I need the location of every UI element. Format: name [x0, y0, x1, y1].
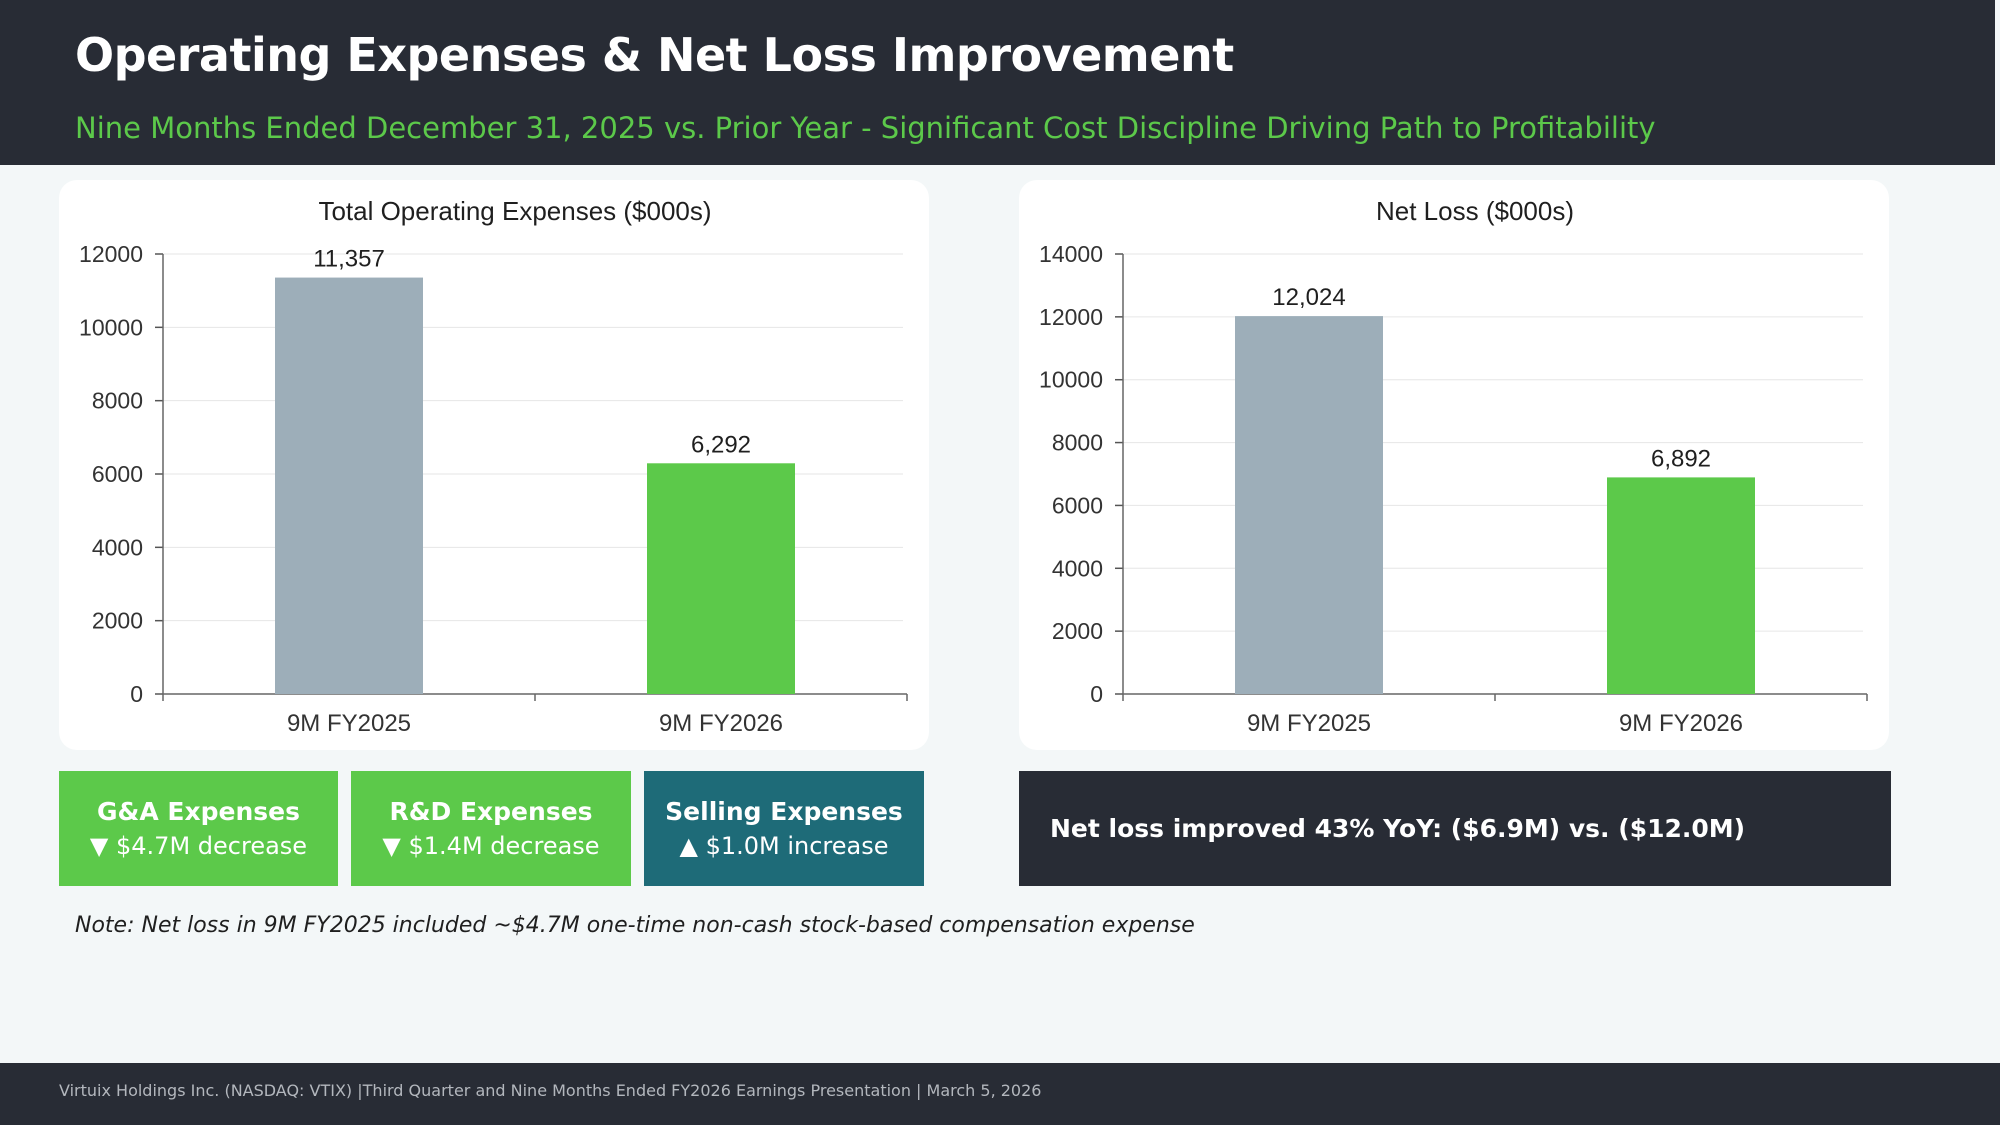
- footer-bar: Virtuix Holdings Inc. (NASDAQ: VTIX) |Th…: [0, 1063, 2000, 1125]
- y-tick-label: 2000: [1052, 618, 1103, 644]
- x-tick-label: 9M FY2025: [287, 710, 411, 737]
- x-tick-label: 9M FY2025: [1247, 710, 1371, 737]
- bar: [1235, 316, 1383, 694]
- opex-bar-chart: Total Operating Expenses ($000s) 0 2000 400…: [79, 196, 908, 737]
- ga-expenses-change: ▼ $4.7M decrease: [89, 831, 308, 860]
- y-tick-label: 6000: [92, 461, 143, 487]
- rd-expenses-box: R&D Expenses ▼ $1.4M decrease: [351, 771, 631, 886]
- x-tick-label: 9M FY2026: [1619, 710, 1743, 737]
- y-tick-label: 14000: [1039, 241, 1103, 267]
- footer-text: Virtuix Holdings Inc. (NASDAQ: VTIX) |Th…: [59, 1081, 1042, 1100]
- bar-value-label: 6,292: [691, 431, 751, 458]
- y-tick-label: 0: [130, 681, 143, 707]
- y-tick-label: 12000: [1039, 304, 1103, 330]
- selling-expenses-change: ▲ $1.0M increase: [679, 831, 889, 860]
- page-title: Operating Expenses & Net Loss Improvemen…: [75, 28, 1234, 82]
- rd-expenses-label: R&D Expenses: [389, 796, 593, 826]
- rd-expenses-change: ▼ $1.4M decrease: [382, 831, 600, 860]
- bar: [1607, 477, 1755, 694]
- y-tick-label: 6000: [1052, 492, 1103, 518]
- footnote: Note: Net loss in 9M FY2025 included ~$4…: [75, 913, 1195, 938]
- x-tick-label: 9M FY2026: [659, 710, 783, 737]
- y-tick-label: 4000: [1052, 555, 1103, 581]
- y-tick-label: 10000: [79, 314, 143, 340]
- net-loss-callout-text: Net loss improved 43% YoY: ($6.9M) vs. (…: [1050, 814, 1746, 843]
- bar-value-label: 12,024: [1272, 284, 1345, 311]
- y-tick-label: 2000: [92, 608, 143, 634]
- chart-title: Net Loss ($000s): [1376, 196, 1574, 226]
- opex-chart-card: Total Operating Expenses ($000s) 0 2000 400…: [59, 180, 929, 750]
- y-tick-label: 8000: [92, 388, 143, 414]
- ga-expenses-label: G&A Expenses: [97, 796, 300, 826]
- net-loss-callout-box: Net loss improved 43% YoY: ($6.9M) vs. (…: [1019, 771, 1891, 886]
- y-tick-label: 12000: [79, 241, 143, 267]
- selling-expenses-label: Selling Expenses: [665, 796, 903, 826]
- y-tick-label: 4000: [92, 534, 143, 560]
- y-tick-label: 10000: [1039, 367, 1103, 393]
- page-subtitle: Nine Months Ended December 31, 2025 vs. …: [75, 111, 1656, 145]
- bar-value-label: 6,892: [1651, 445, 1711, 472]
- bar-value-label: 11,357: [313, 246, 385, 273]
- y-tick-label: 8000: [1052, 430, 1103, 456]
- bar: [647, 463, 795, 694]
- y-tick-label: 0: [1090, 681, 1103, 707]
- bar: [275, 277, 423, 694]
- header-bar: Operating Expenses & Net Loss Improvemen…: [0, 0, 1995, 165]
- selling-expenses-box: Selling Expenses ▲ $1.0M increase: [644, 771, 924, 886]
- chart-title: Total Operating Expenses ($000s): [318, 196, 711, 226]
- ga-expenses-box: G&A Expenses ▼ $4.7M decrease: [59, 771, 338, 886]
- net-loss-chart-card: Net Loss ($000s) 0 2000 4000 6000 8000 10000 12…: [1019, 180, 1889, 750]
- net-loss-bar-chart: Net Loss ($000s) 0 2000 4000 6000 8000 10000 12…: [1039, 196, 1868, 737]
